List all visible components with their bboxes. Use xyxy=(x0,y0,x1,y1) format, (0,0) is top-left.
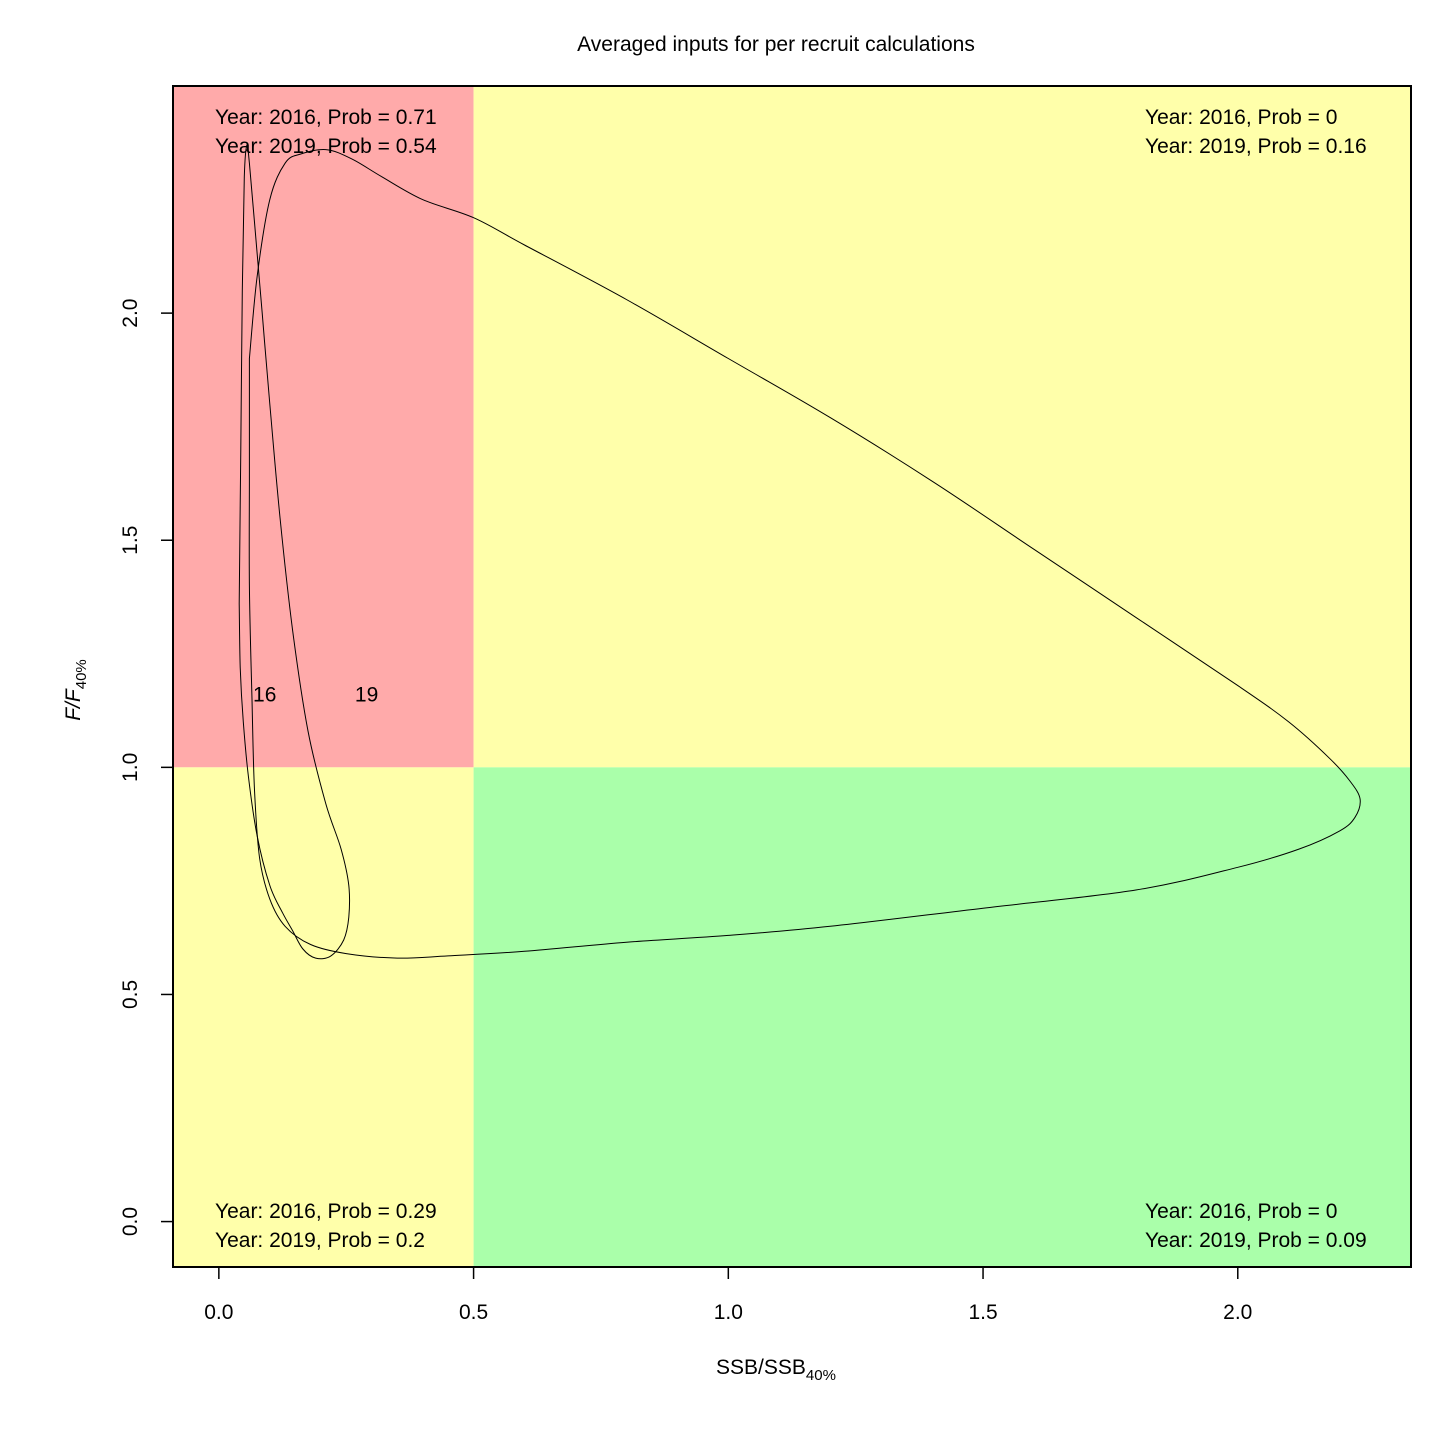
y-tick-label: 0.5 xyxy=(119,980,142,1009)
x-tick-label: 1.0 xyxy=(714,1301,743,1324)
y-tick-label: 2.0 xyxy=(119,299,142,328)
y-tick-label: 1.5 xyxy=(119,526,142,555)
y-tick-label: 0.0 xyxy=(119,1207,142,1236)
annotation-top-left-line-2: Year: 2019, Prob = 0.54 xyxy=(215,135,437,158)
annotation-bottom-left-line-2: Year: 2019, Prob = 0.2 xyxy=(215,1229,425,1252)
annotation-bottom-left-line-1: Year: 2016, Prob = 0.29 xyxy=(215,1200,437,1223)
plot-frame xyxy=(172,85,1412,1268)
series-line-19 xyxy=(248,148,1361,959)
series-label-19: 19 xyxy=(355,684,378,707)
axes: 0.0 0.5 1.0 1.5 2.0 0.0 0.5 1.0 1.5 2.0 xyxy=(119,299,1252,1324)
x-tick-label: 1.5 xyxy=(968,1301,997,1324)
y-tick-label: 1.0 xyxy=(119,753,142,782)
annotation-top-left-line-1: Year: 2016, Prob = 0.71 xyxy=(215,106,437,129)
quadrant-backgrounds xyxy=(173,86,1411,1267)
quadrant-annotations: Year: 2016, Prob = 0.71 Year: 2019, Prob … xyxy=(215,106,1367,1252)
quadrant-bottom-right xyxy=(473,767,1411,1267)
x-axis-label: SSB/SSB40% xyxy=(716,1356,836,1384)
series-labels: 16 19 xyxy=(253,684,378,707)
chart-title: Averaged inputs for per recruit calculat… xyxy=(577,33,975,56)
annotation-top-right-line-2: Year: 2019, Prob = 0.16 xyxy=(1145,135,1367,158)
x-tick-label: 0.0 xyxy=(204,1301,233,1324)
quadrant-top-right xyxy=(473,86,1411,768)
y-axis-label: F/F40% xyxy=(62,659,90,721)
x-tick-label: 2.0 xyxy=(1223,1301,1252,1324)
annotation-bottom-right-line-1: Year: 2016, Prob = 0 xyxy=(1145,1200,1337,1223)
series-layer xyxy=(238,144,1361,960)
series-line-16 xyxy=(238,144,351,960)
annotation-top-right-line-1: Year: 2016, Prob = 0 xyxy=(1145,106,1337,129)
quadrant-top-left xyxy=(173,86,474,768)
x-tick-label: 0.5 xyxy=(459,1301,488,1324)
series-label-16: 16 xyxy=(253,684,276,707)
annotation-bottom-right-line-2: Year: 2019, Prob = 0.09 xyxy=(1145,1229,1367,1252)
quadrant-bottom-left xyxy=(173,767,474,1267)
